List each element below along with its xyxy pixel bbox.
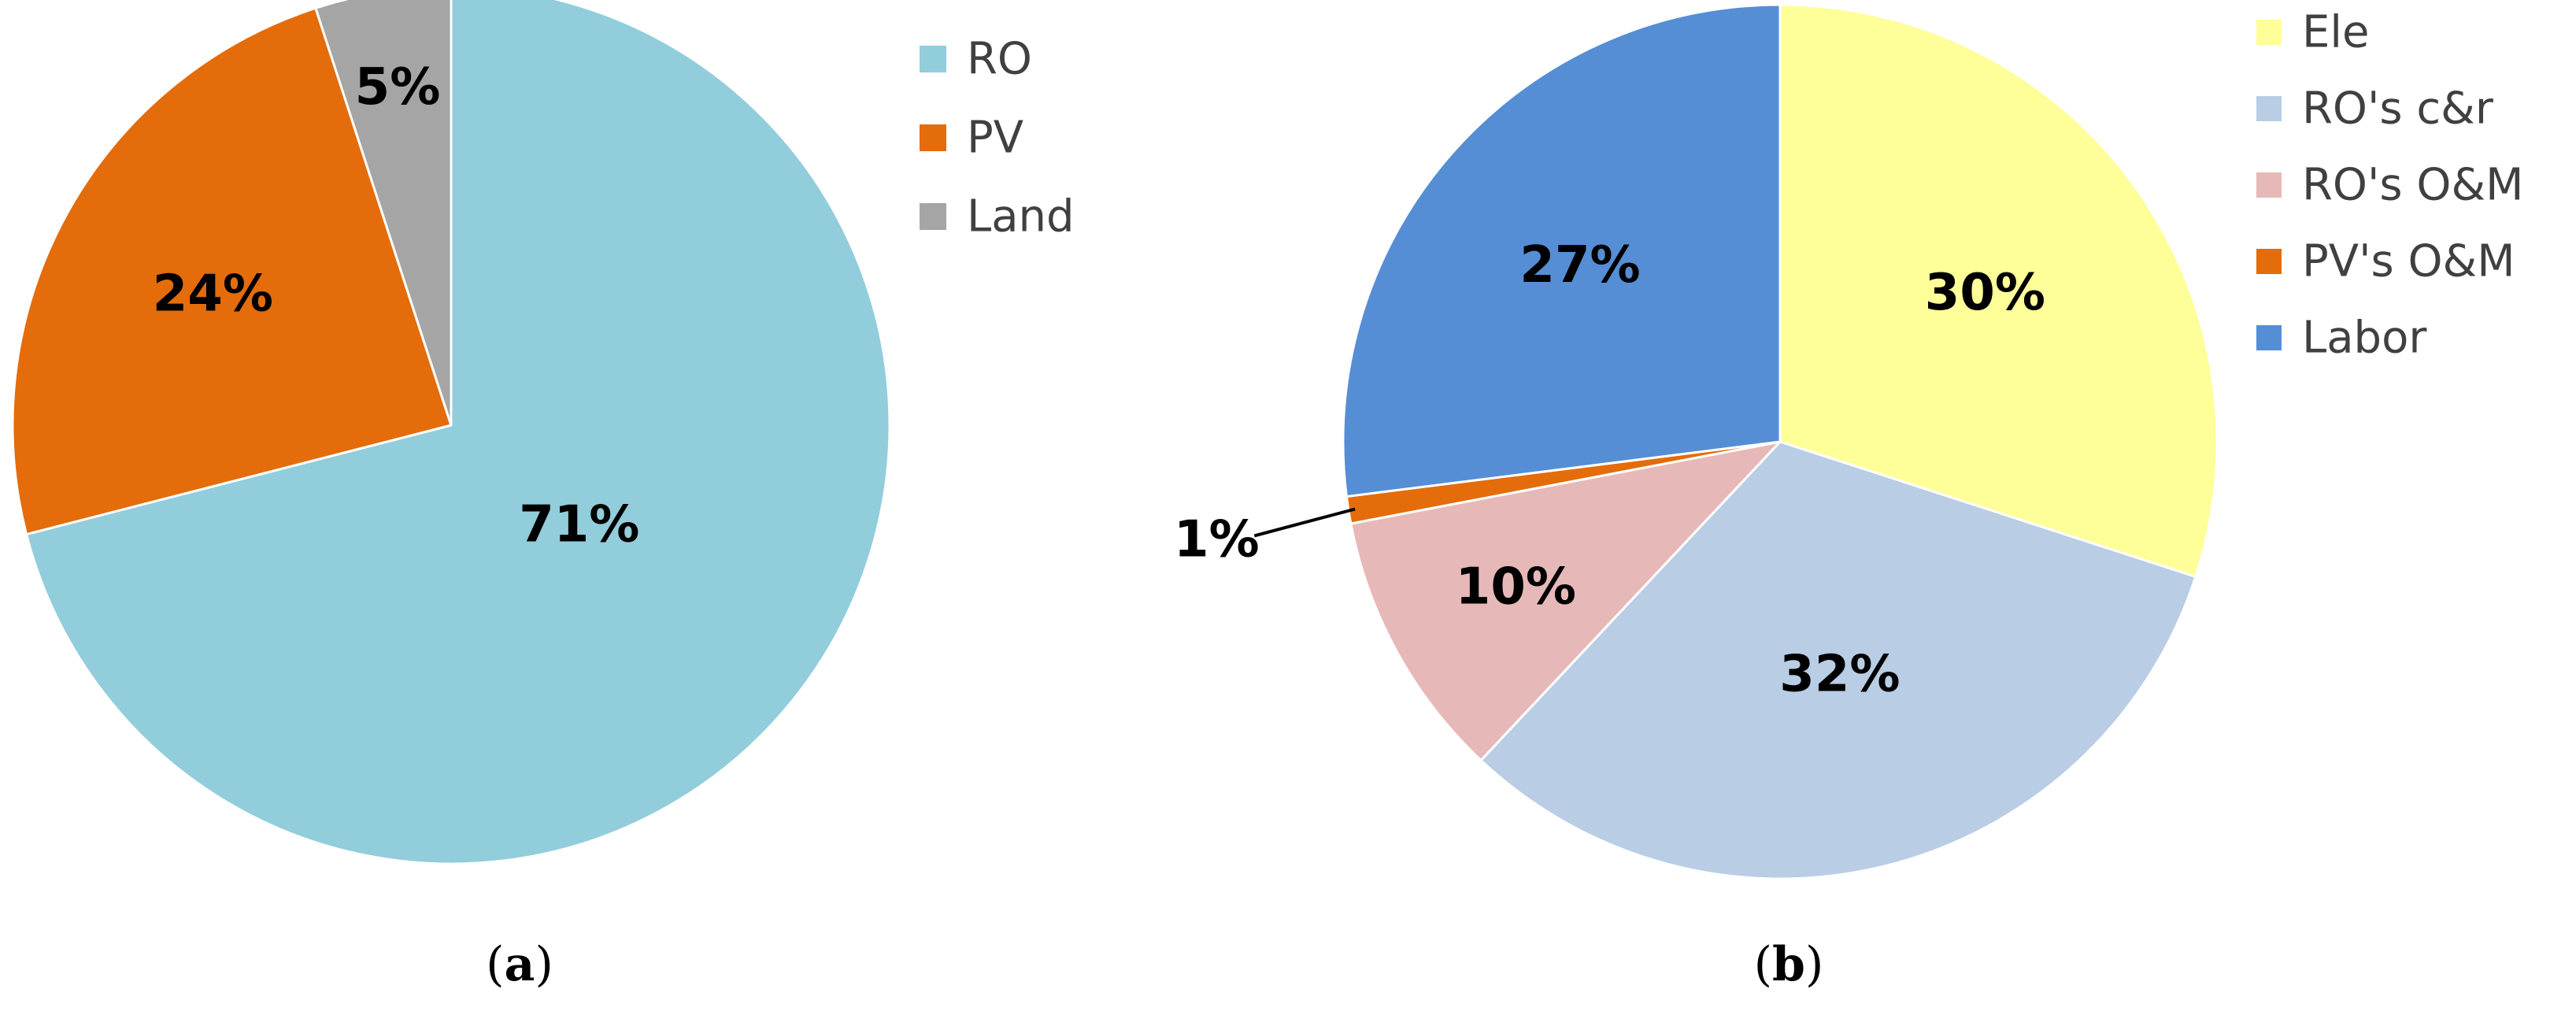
legend-swatch-pv [920,124,946,151]
pie-slice-ro [25,0,891,865]
legend-swatch-land [920,203,946,230]
legend-label-labor: Labor [2302,313,2427,364]
data-label-ele: 30% [1925,264,2045,322]
data-label-ros-o-and-m: 10% [1456,558,1576,617]
pie-slice-ros-o-and-m [1349,440,1782,762]
legend-swatch-pvs-o-and-m [2256,249,2282,274]
legend-swatch-labor [2256,325,2282,350]
legend-label-ele: Ele [2302,7,2369,58]
leader-line-pvs-o-and-m [1253,507,1356,538]
pie-slice-land [314,0,453,427]
legend-label-land: Land [967,191,1075,243]
data-label-pvs-o-and-m: 1% [1174,510,1260,569]
legend-label-ro: RO [967,34,1032,85]
legend-label-pvs-o-and-m: PV's O&M [2302,236,2515,287]
data-label-land: 5% [355,58,441,117]
data-label-labor: 27% [1519,236,1640,294]
legend-swatch-ele [2256,20,2282,45]
panel-caption-a: (a) [486,937,553,992]
pie-slice-pv [11,6,453,536]
legend-swatch-ros-o-and-m [2256,172,2282,198]
data-label-ro: 71% [519,495,639,554]
pie-chart-a: 71% 24% 5% RO PV Land [11,0,1075,865]
legend-label-pv: PV [967,113,1023,164]
pie-chart-b: 30% 32% 10% 1% 27% Ele RO's c&r RO's O&M PV's O&… [1174,3,2523,880]
legend-swatch-ros-c-and-r [2256,96,2282,121]
data-label-ros-c-and-r: 32% [1779,646,1900,704]
legend-label-ros-c-and-r: RO's c&r [2302,83,2494,135]
panel-caption-b: (b) [1754,937,1824,992]
data-label-pv: 24% [153,265,273,324]
legend-swatch-ro [920,46,946,72]
legend-label-ros-o-and-m: RO's O&M [2302,160,2523,211]
pie-slice-ele [1778,3,2219,578]
pie-slice-ros-c-and-r [1479,440,2197,880]
pie-slice-labor [1342,3,1782,498]
